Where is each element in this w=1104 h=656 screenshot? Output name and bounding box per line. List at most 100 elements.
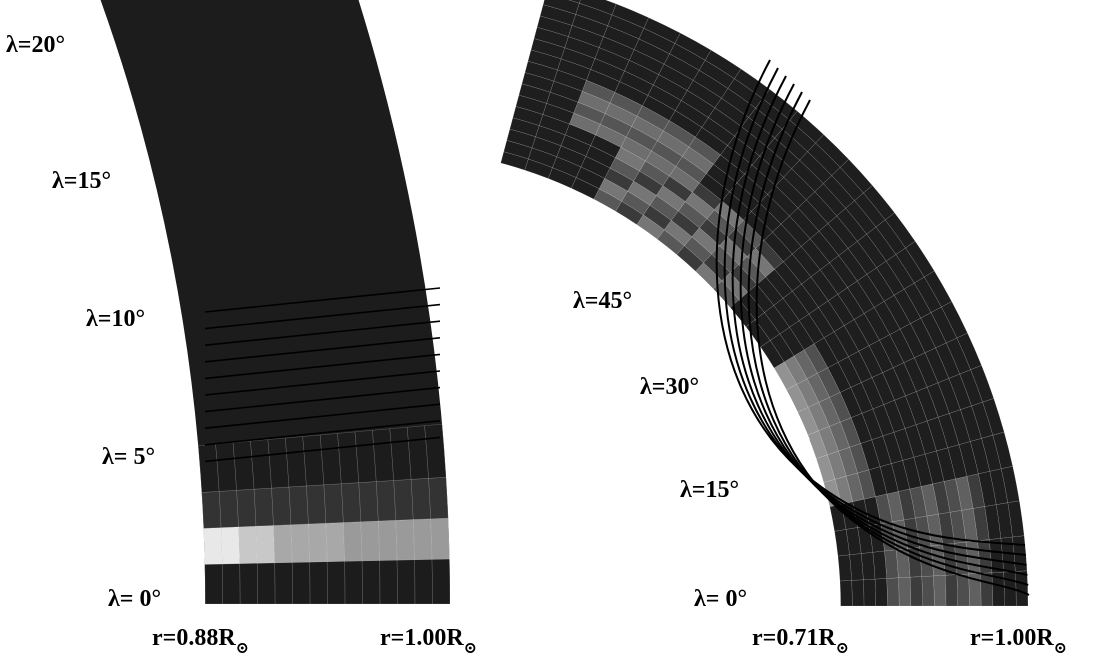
left-field-line: [204, 403, 441, 429]
left-field-line: [204, 370, 441, 396]
right-radius-outer-main: r=1.00R: [970, 625, 1054, 651]
left-radius-inner-main: r=0.88R: [152, 625, 236, 651]
right-void: [748, 330, 810, 440]
left-wedge-cell: [220, 526, 240, 565]
left-wedge-cell: [309, 561, 328, 605]
right-wedge-cell: [909, 576, 923, 607]
left-radius-outer-sub: ⊙: [464, 640, 477, 656]
left-field-line: [204, 436, 441, 463]
left-panel: λ=20° λ=15° λ=10° λ= 5° λ= 0° r=0.88R⊙ r…: [6, 0, 477, 656]
left-wedge-cell: [236, 488, 257, 528]
right-radius-outer-label: r=1.00R⊙: [970, 625, 1067, 656]
left-lat-label-15: λ=15°: [52, 168, 111, 194]
right-wedge-cell: [933, 575, 947, 607]
left-wedge-cell: [218, 490, 239, 528]
right-field-line: [739, 83, 1028, 576]
right-lat-label-0: λ= 0°: [694, 586, 747, 612]
right-wedge-cell: [980, 572, 994, 607]
left-wedge-cell: [222, 563, 241, 605]
left-wedge-cell: [238, 525, 258, 564]
right-wedge-cell: [851, 579, 865, 607]
left-wedge-cell: [376, 480, 396, 522]
right-wedge-cell: [579, 0, 617, 16]
left-wedge-cell: [395, 519, 415, 561]
left-wedge-cell: [379, 559, 398, 605]
right-field-line: [731, 75, 1027, 566]
right-wedge-cell: [886, 577, 900, 607]
right-field-line: [715, 59, 1026, 546]
left-field-line: [204, 386, 441, 413]
right-wedge-cell: [884, 549, 899, 579]
right-field-lines: [715, 59, 1030, 596]
left-radius-inner-sub: ⊙: [236, 640, 249, 656]
left-field-line: [204, 420, 441, 446]
left-radius-outer-main: r=1.00R: [380, 625, 464, 651]
right-lat-label-30: λ=30°: [640, 374, 699, 400]
right-radius-inner-main: r=0.71R: [752, 625, 836, 651]
left-wedge-cell: [361, 560, 381, 605]
left-wedge-cell: [358, 481, 379, 522]
right-wedge-cell: [860, 552, 876, 580]
right-field-line: [747, 91, 1029, 586]
left-wedge-cells: [100, 0, 451, 605]
right-wedge-cell: [837, 554, 852, 582]
left-field-line: [204, 353, 441, 380]
left-wedge-cell: [323, 483, 344, 524]
left-wedge-cell: [274, 562, 293, 605]
right-field-line: [723, 67, 1026, 556]
right-panel: λ=45° λ=30° λ=15° λ= 0° r=0.71R⊙ r=1.00R…: [500, 0, 1067, 656]
left-wedge-cell: [306, 484, 327, 525]
left-wedge-cell: [239, 563, 258, 605]
left-wedge-cell: [273, 524, 293, 564]
right-wedge-cell: [944, 574, 958, 607]
left-wedge-cell: [271, 486, 292, 526]
right-wedge-cell: [872, 550, 887, 580]
left-wedge-cell: [325, 522, 345, 562]
left-wedge-cell: [396, 559, 416, 605]
left-wedge-cell: [255, 525, 275, 564]
right-radius-outer-sub: ⊙: [1054, 640, 1067, 656]
left-field-line: [204, 303, 441, 330]
right-wedge-cell: [956, 573, 970, 607]
left-wedge-cell: [290, 523, 310, 563]
right-wedge-cell: [921, 575, 935, 607]
left-wedge-cell: [291, 561, 311, 605]
left-wedge-cell: [308, 523, 328, 563]
left-wedge-cell: [257, 562, 276, 605]
left-wedge-cell: [201, 491, 222, 529]
left-wedge-cell: [378, 520, 398, 561]
left-wedge-cell: [431, 558, 451, 605]
left-wedge-cell: [197, 443, 220, 493]
right-wedge-cell: [849, 553, 864, 581]
right-radius-inner-label: r=0.71R⊙: [752, 625, 849, 656]
left-radius-outer-label: r=1.00R⊙: [380, 625, 477, 656]
left-field-line: [204, 287, 441, 313]
right-wedge-cell: [839, 580, 853, 607]
left-wedge-cell: [341, 482, 362, 523]
left-lat-label-0: λ= 0°: [108, 586, 161, 612]
left-wedge-cell: [204, 563, 223, 605]
left-wedge-cell: [253, 487, 274, 527]
right-wedge-cell: [898, 576, 912, 607]
right-lat-label-45: λ=45°: [573, 288, 632, 314]
left-wedge-cell: [288, 485, 309, 525]
left-wedge-cell: [360, 520, 380, 562]
right-wedge-cell: [568, 0, 581, 4]
left-lat-label-5: λ= 5°: [102, 444, 155, 470]
left-field-line: [204, 320, 441, 346]
right-wedge-cell: [874, 578, 888, 607]
left-field-lines: [204, 287, 441, 463]
left-wedge-cell: [414, 559, 433, 605]
right-radius-inner-sub: ⊙: [836, 640, 849, 656]
left-wedge-cell: [430, 517, 450, 560]
right-wedge-cell: [542, 0, 580, 15]
left-radius-inner-label: r=0.88R⊙: [152, 625, 249, 656]
left-wedge-cell: [413, 518, 433, 560]
right-lat-label-15: λ=15°: [680, 477, 739, 503]
right-wedge-cell: [863, 578, 876, 607]
left-wedge-cell: [410, 478, 431, 520]
left-wedge-cell: [203, 527, 223, 565]
left-lat-label-10: λ=10°: [86, 306, 145, 332]
left-wedge-cell: [343, 521, 363, 562]
left-wedge-cell: [326, 561, 346, 605]
